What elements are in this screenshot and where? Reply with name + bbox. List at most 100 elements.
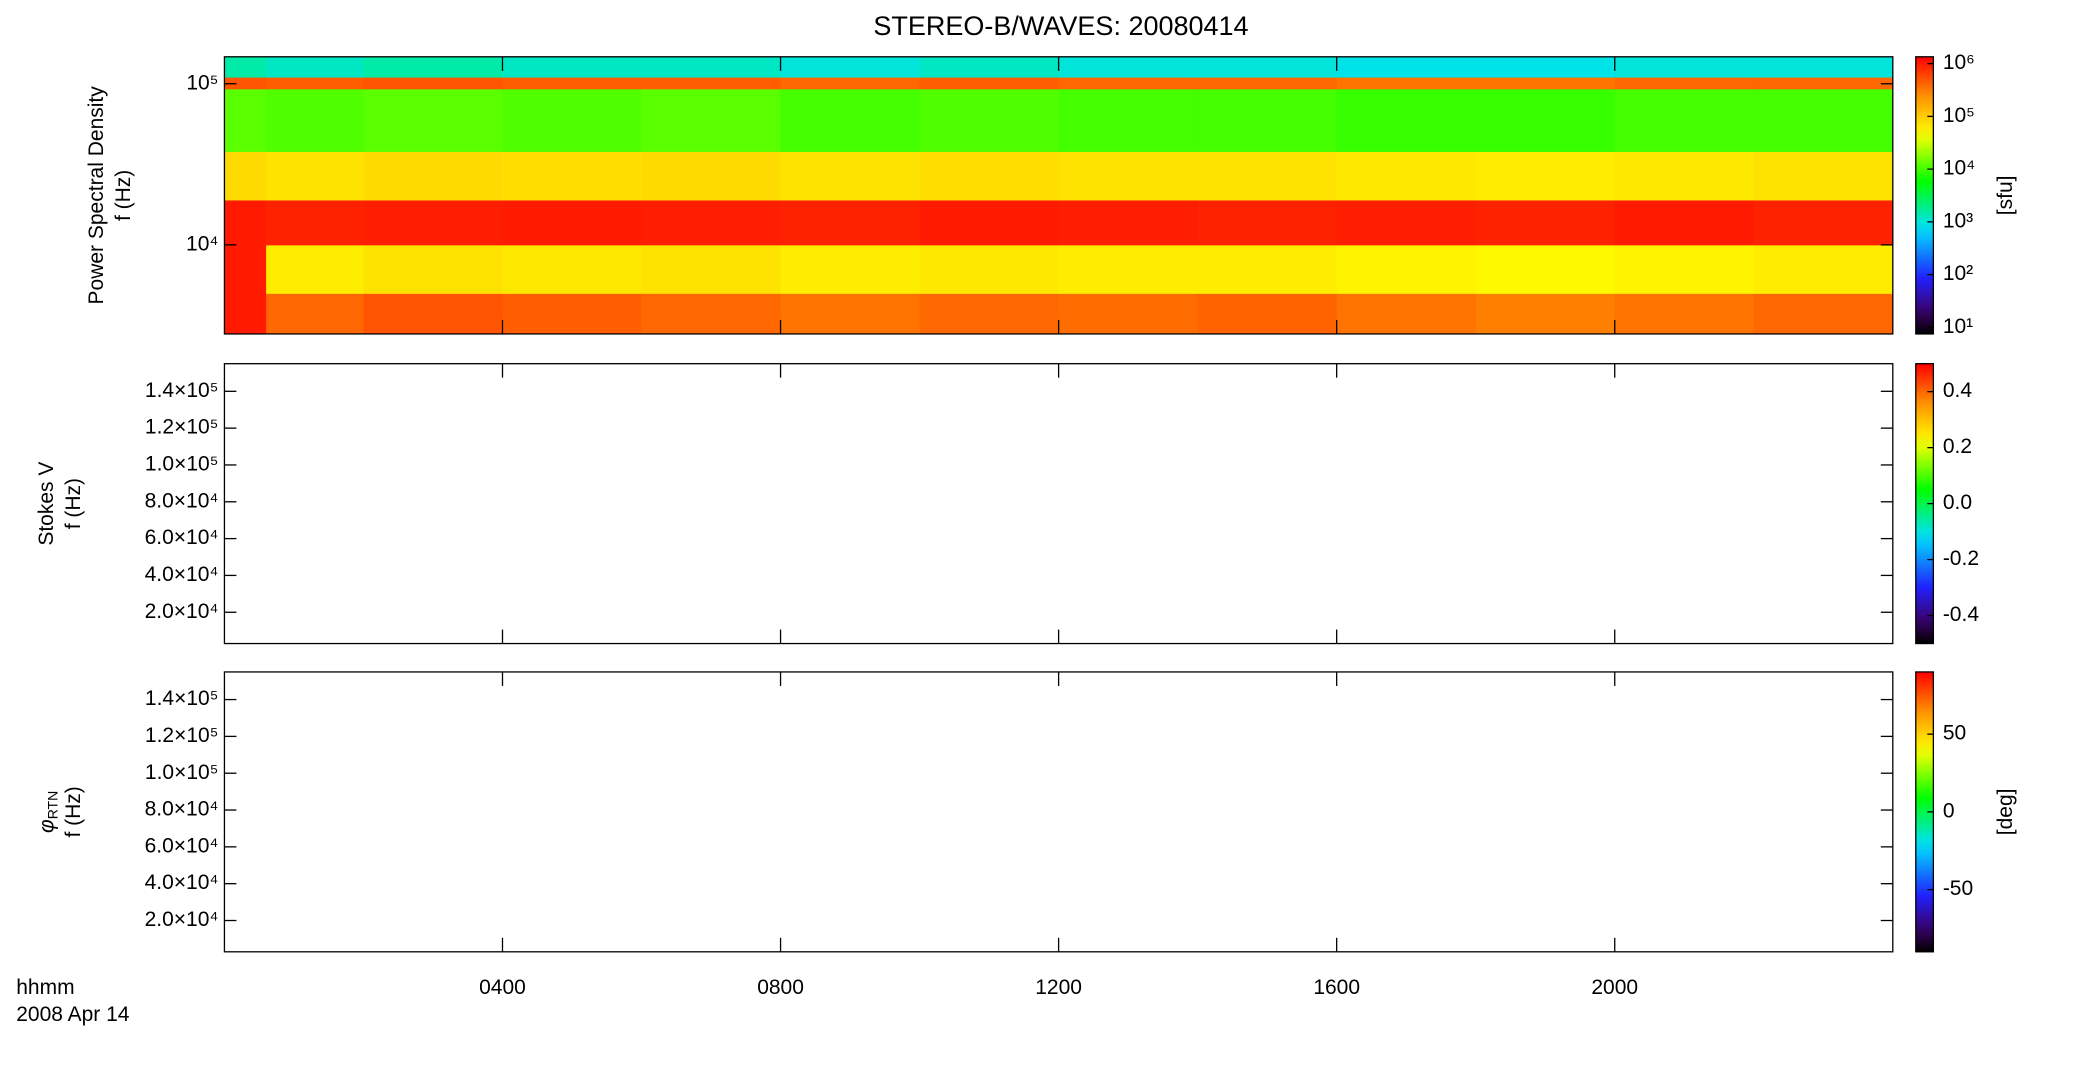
- colorbar-tick-label: 50: [1943, 722, 1966, 745]
- y-tick-label: 2.0×10⁴: [145, 600, 219, 623]
- heatmap-cell: [780, 244, 921, 294]
- heatmap-cell: [1336, 293, 1477, 335]
- heatmap-cell: [1058, 199, 1199, 246]
- heatmap-cell: [780, 293, 921, 335]
- x-tick-label: 0400: [479, 976, 526, 999]
- y-axis-label-subscript: RTN: [44, 791, 60, 820]
- y-tick-label: 10⁴: [186, 232, 218, 255]
- heatmap-cell: [641, 151, 782, 201]
- y-axis-label: φRTN: [35, 791, 60, 833]
- y-tick-label: 1.4×10⁵: [145, 687, 219, 710]
- heatmap-cell: [641, 293, 782, 335]
- heatmap-cell: [919, 88, 1060, 152]
- colorbar-tick-label: 0: [1943, 799, 1955, 822]
- heatmap-cell: [502, 293, 643, 335]
- heatmap-cell: [1197, 151, 1338, 201]
- heatmap-cell: [1475, 151, 1616, 201]
- y-tick-label: 8.0×10⁴: [145, 798, 219, 821]
- heatmap-cell: [919, 151, 1060, 201]
- heatmap-cell: [1753, 151, 1894, 201]
- heatmap-cell: [919, 56, 1060, 78]
- heatmap-cell: [780, 199, 921, 246]
- colorbar-tick-label: 10⁵: [1943, 104, 1975, 127]
- heatmap-cell: [224, 199, 267, 246]
- x-tick-label: 1200: [1035, 976, 1082, 999]
- heatmap-cell: [1614, 88, 1755, 152]
- colorbar-label: [deg]: [1994, 789, 2017, 836]
- heatmap-cell: [224, 151, 267, 201]
- heatmap-cell: [502, 244, 643, 294]
- y-tick-label: 2.0×10⁴: [145, 908, 219, 931]
- x-tick-label: 0800: [757, 976, 804, 999]
- heatmap-cell: [919, 293, 1060, 335]
- heatmap-cell: [1336, 151, 1477, 201]
- heatmap-cell: [1614, 77, 1755, 90]
- heatmap-cell: [266, 244, 364, 294]
- y-tick-label: 1.4×10⁵: [145, 379, 219, 402]
- heatmap-cell: [1336, 244, 1477, 294]
- heatmap-cell: [1058, 56, 1199, 78]
- y-tick-label: 10⁵: [186, 71, 218, 94]
- heatmap-cell: [224, 56, 267, 78]
- heatmap-cell: [266, 151, 364, 201]
- heatmap-cell: [780, 77, 921, 90]
- heatmap-cell: [1058, 151, 1199, 201]
- heatmap-cell: [1475, 88, 1616, 152]
- heatmap-cell: [1197, 293, 1338, 335]
- heatmap-cell: [1475, 199, 1616, 246]
- heatmap-cell: [1614, 151, 1755, 201]
- heatmap-cell: [266, 88, 364, 152]
- colorbar-tick-label: -50: [1943, 877, 1973, 900]
- y-tick-label: 1.2×10⁵: [145, 416, 219, 439]
- heatmap-cell: [780, 151, 921, 201]
- heatmap-cell: [1753, 88, 1894, 152]
- heatmap-cell: [1753, 244, 1894, 294]
- y-tick-label: 1.0×10⁵: [145, 761, 219, 784]
- colorbar-tick-label: 0.4: [1943, 379, 1973, 402]
- heatmap-cell: [1058, 77, 1199, 90]
- heatmap-cell: [363, 293, 503, 335]
- heatmap-cell: [780, 88, 921, 152]
- heatmap-cell: [919, 244, 1060, 294]
- colorbar: [1915, 56, 1935, 335]
- heatmap-cell: [224, 88, 267, 152]
- heatmap-cell: [919, 199, 1060, 246]
- colorbar-label: [sfu]: [1994, 176, 2017, 216]
- colorbar-tick-label: -0.2: [1943, 547, 1979, 570]
- colorbar-tick-label: 10⁶: [1943, 51, 1975, 74]
- heatmap-cell: [502, 77, 643, 90]
- heatmap-cell: [1058, 88, 1199, 152]
- heatmap-cell: [266, 293, 364, 335]
- colorbar-tick-label: 10²: [1943, 262, 1973, 285]
- y-axis-label: f (Hz): [112, 170, 135, 221]
- heatmap-cell: [641, 199, 782, 246]
- heatmap-cell: [363, 151, 503, 201]
- heatmap-cell: [1197, 244, 1338, 294]
- heatmap-cell: [641, 56, 782, 78]
- heatmap-cell: [1753, 77, 1894, 90]
- colorbar: [1915, 671, 1935, 953]
- heatmap-cell: [1753, 293, 1894, 335]
- y-tick-label: 1.0×10⁵: [145, 453, 219, 476]
- heatmap-cell: [502, 151, 643, 201]
- heatmap-cell: [780, 56, 921, 78]
- heatmap-cell: [1475, 244, 1616, 294]
- heatmap-cell: [1336, 88, 1477, 152]
- colorbar-tick-label: -0.4: [1943, 603, 1980, 626]
- heatmap-cell: [1197, 77, 1338, 90]
- heatmap-cell: [502, 199, 643, 246]
- y-axis-label: f (Hz): [62, 786, 85, 837]
- y-tick-label: 6.0×10⁴: [145, 526, 219, 549]
- heatmap-cell: [1058, 244, 1199, 294]
- heatmap-cell: [363, 56, 503, 78]
- y-tick-label: 1.2×10⁵: [145, 724, 219, 747]
- x-tick-label: 1600: [1313, 976, 1360, 999]
- heatmap-cell: [224, 244, 267, 294]
- heatmap-cell: [641, 88, 782, 152]
- heatmap-cell: [266, 56, 364, 78]
- heatmap-cell: [266, 77, 364, 90]
- y-axis-label: f (Hz): [62, 478, 85, 529]
- y-axis-label-symbol: φ: [35, 819, 58, 833]
- y-tick-label: 4.0×10⁴: [145, 871, 219, 894]
